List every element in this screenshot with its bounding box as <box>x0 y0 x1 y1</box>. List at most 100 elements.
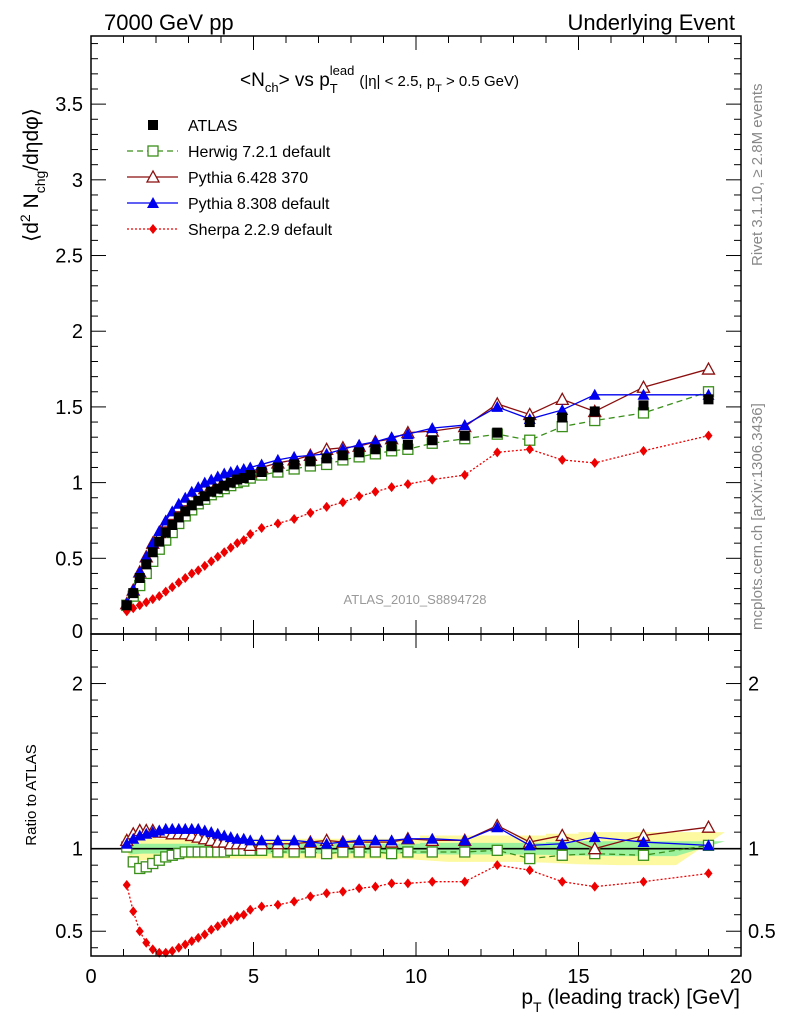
ratio-point-sherpa-2-2-9-default <box>161 947 170 958</box>
legend-marker-herwig-7-2-1-default <box>147 145 159 157</box>
data-point-sherpa-2-2-9-default <box>273 518 282 529</box>
data-point-sherpa-2-2-9-default <box>558 454 567 465</box>
ratio-point-pythia-8-308-default <box>385 834 398 846</box>
ratio-point-pythia-8-308-default <box>401 832 414 844</box>
ratio-point-pythia-8-308-default <box>320 837 333 849</box>
legend-entry-herwig-7-2-1-default: Herwig 7.2.1 default <box>127 144 331 161</box>
data-point-pythia-8-308-default <box>353 438 366 450</box>
header-process-label: Underlying Event <box>567 10 735 35</box>
ratio-line-sherpa-2-2-9-default <box>126 864 709 954</box>
data-point-atlas <box>524 417 535 428</box>
data-point-sherpa-2-2-9-default <box>704 430 713 441</box>
data-point-sherpa-2-2-9-default <box>213 551 222 562</box>
ratio-point-sherpa-2-2-9-default <box>207 924 216 935</box>
data-point-pythia-8-308-default <box>255 458 268 470</box>
legend-marker-pythia-6-428-370 <box>145 169 161 183</box>
ratio-point-sherpa-2-2-9-default <box>558 876 567 887</box>
data-point-atlas <box>557 412 568 423</box>
ratio-point-sherpa-2-2-9-default <box>122 879 131 890</box>
data-point-pythia-8-308-default <box>140 550 153 562</box>
data-point-pythia-8-308-default <box>179 491 192 503</box>
ratio-point-herwig-7-2-1-default <box>637 849 650 861</box>
data-point-atlas <box>354 447 365 458</box>
legend-entry-atlas: ATLAS <box>148 118 238 135</box>
ratio-point-sherpa-2-2-9-default <box>168 946 177 957</box>
ratio-point-pythia-8-308-default <box>271 834 284 846</box>
ratio-point-sherpa-2-2-9-default <box>306 891 315 902</box>
data-point-pythia-8-308-default <box>205 473 218 485</box>
data-point-atlas <box>370 444 381 455</box>
ratio-point-herwig-7-2-1-default <box>402 846 414 858</box>
data-point-pythia-8-308-default <box>369 435 382 447</box>
data-point-atlas <box>141 559 152 570</box>
data-point-atlas <box>199 491 210 502</box>
y-tick-label-ratio-right: 0.5 <box>748 921 776 943</box>
ratio-point-herwig-7-2-1-default <box>459 846 471 858</box>
data-point-sherpa-2-2-9-default <box>200 560 209 571</box>
legend-entry-pythia-6-428-370: Pythia 6.428 370 <box>127 169 308 187</box>
data-point-sherpa-2-2-9-default <box>525 444 534 455</box>
data-point-atlas <box>173 512 184 523</box>
ratio-point-sherpa-2-2-9-default <box>142 937 151 948</box>
ratio-point-pythia-6-428-370 <box>701 819 716 833</box>
data-point-sherpa-2-2-9-default <box>135 600 144 611</box>
data-point-sherpa-2-2-9-default <box>187 568 196 579</box>
ratio-point-sherpa-2-2-9-default <box>246 904 255 915</box>
ratio-point-sherpa-2-2-9-default <box>322 888 331 899</box>
data-point-pythia-8-308-default <box>211 470 224 482</box>
data-point-sherpa-2-2-9-default <box>155 591 164 602</box>
y-tick-label-ratio-right: 2 <box>748 674 759 696</box>
data-point-sherpa-2-2-9-default <box>168 582 177 593</box>
data-point-atlas <box>337 450 348 461</box>
ratio-point-sherpa-2-2-9-default <box>213 921 222 932</box>
ratio-point-sherpa-2-2-9-default <box>371 881 380 892</box>
x-axis-label: pT (leading track) [GeV] <box>521 986 740 1015</box>
data-point-atlas <box>256 467 267 478</box>
ratio-point-pythia-8-308-default <box>556 837 569 849</box>
legend-label-herwig-7-2-1-default: Herwig 7.2.1 default <box>188 144 331 161</box>
data-point-sherpa-2-2-9-default <box>387 482 396 493</box>
x-tick-label: 20 <box>730 966 752 988</box>
legend-label-pythia-8-308-default: Pythia 8.308 default <box>188 196 330 213</box>
legend-label-pythia-6-428-370: Pythia 6.428 370 <box>188 170 308 187</box>
ratio-point-herwig-7-2-1-default <box>304 846 317 858</box>
data-point-sherpa-2-2-9-default <box>590 457 599 468</box>
data-point-atlas <box>703 394 714 405</box>
data-point-atlas <box>238 473 249 484</box>
data-point-atlas <box>225 477 236 488</box>
data-point-sherpa-2-2-9-default <box>194 565 203 576</box>
data-point-atlas <box>245 470 256 481</box>
legend-marker-pythia-8-308-default <box>147 197 159 208</box>
data-point-sherpa-2-2-9-default <box>290 513 299 524</box>
data-point-pythia-8-308-default <box>401 428 414 440</box>
analysis-watermark: ATLAS_2010_S8894728 <box>344 592 487 607</box>
ratio-point-herwig-7-2-1-default <box>127 856 139 868</box>
header-beam-label: 7000 GeV pp <box>104 10 234 35</box>
ratio-point-sherpa-2-2-9-default <box>148 944 157 955</box>
data-point-pythia-8-308-default <box>637 388 650 400</box>
ratio-point-sherpa-2-2-9-default <box>233 911 242 922</box>
data-point-atlas <box>121 600 132 611</box>
y-tick-label-ratio-left: 1 <box>72 839 83 861</box>
ratio-point-sherpa-2-2-9-default <box>590 881 599 892</box>
data-point-atlas <box>134 572 145 583</box>
data-point-sherpa-2-2-9-default <box>639 445 648 456</box>
rivet-version-label: Rivet 3.1.10, ≥ 2.8M events <box>749 84 766 267</box>
data-point-pythia-8-308-default <box>192 481 205 493</box>
data-point-atlas <box>321 453 332 464</box>
data-point-sherpa-2-2-9-default <box>403 479 412 490</box>
main-panel-series <box>119 361 716 617</box>
data-point-sherpa-2-2-9-default <box>142 597 151 608</box>
ratio-point-sherpa-2-2-9-default <box>338 886 347 897</box>
ratio-point-pythia-8-308-default <box>304 836 317 848</box>
data-point-atlas <box>386 441 397 452</box>
ratio-point-pythia-8-308-default <box>255 834 268 846</box>
ratio-point-sherpa-2-2-9-default <box>355 883 364 894</box>
legend: ATLAS Herwig 7.2.1 default Pythia 6.428 37… <box>127 118 333 239</box>
legend-marker-atlas <box>148 120 158 130</box>
series-herwig-7-2-1-default <box>121 386 715 611</box>
data-point-sherpa-2-2-9-default <box>148 594 157 605</box>
data-point-pythia-8-308-default <box>271 453 284 465</box>
data-point-atlas <box>212 483 223 494</box>
